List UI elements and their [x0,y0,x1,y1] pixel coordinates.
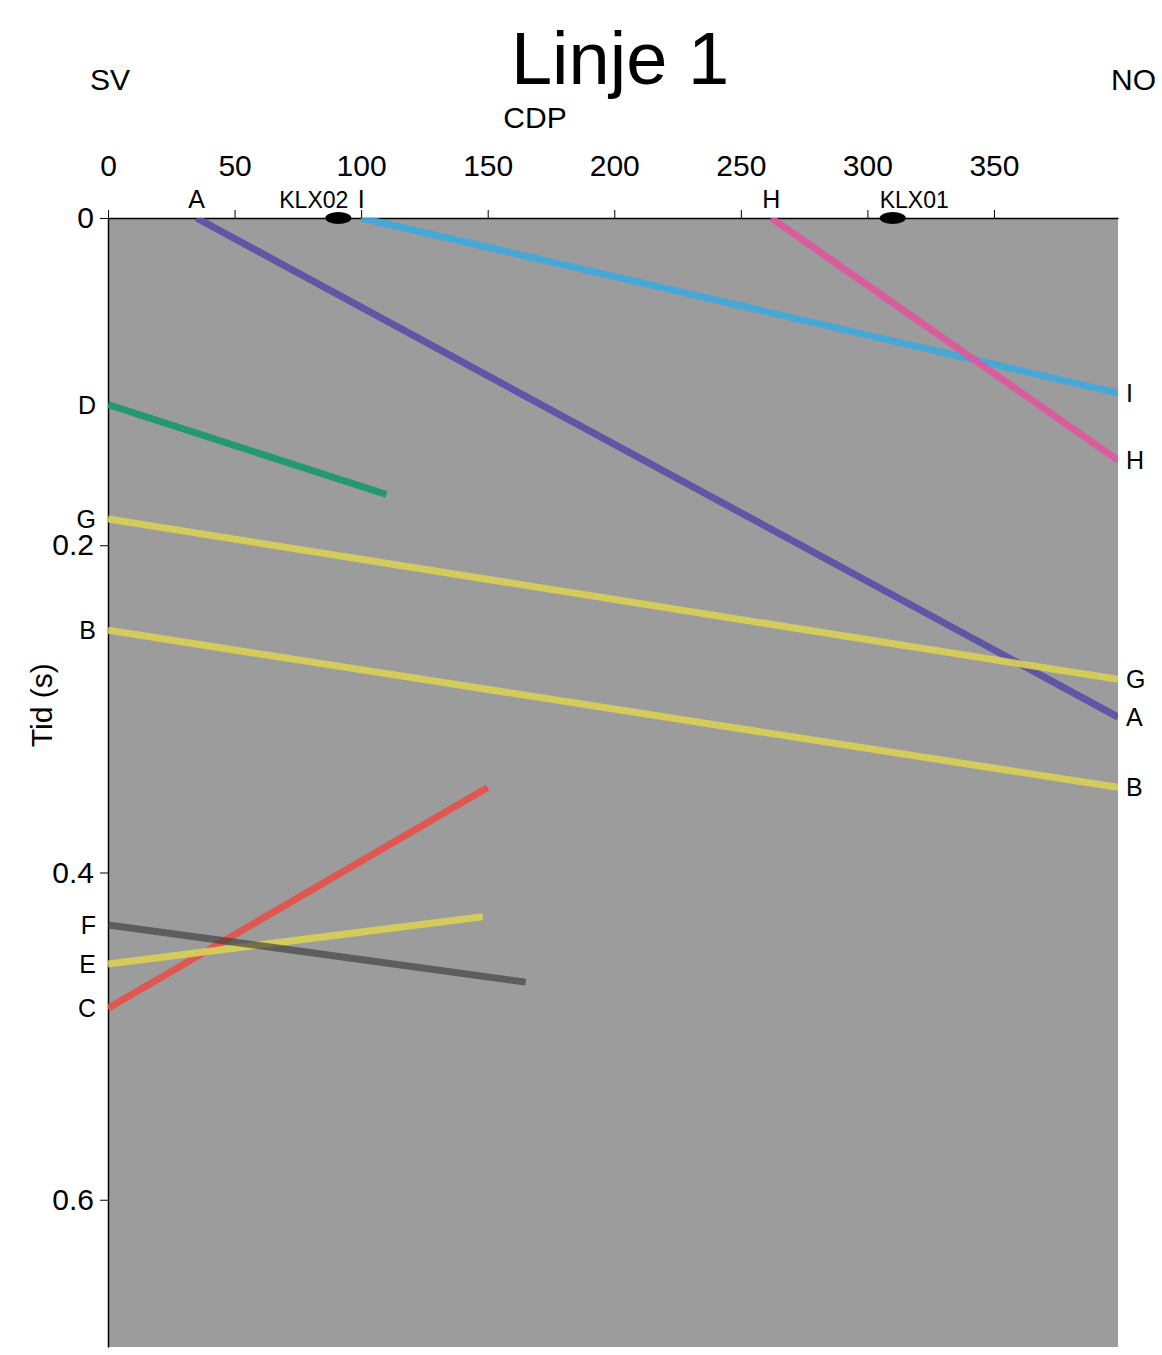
x-tick-label: 300 [843,149,893,182]
reflector-label: B [1126,773,1143,801]
x-tick-label: 350 [969,149,1019,182]
reflectors [108,218,1118,1008]
reflector-label: I [1126,379,1133,407]
reflector-labels: A A I I H H D G G B B CEF [77,185,1146,1022]
reflector-label: E [79,950,96,978]
y-tick-mark [100,872,108,873]
x-tick-mark [741,210,742,218]
direction-label: SV [90,63,130,96]
y-tick: 0.6 [52,1183,108,1216]
y-tick: 0 [77,201,108,234]
y-axis-line [108,219,110,1348]
reflector-line [108,917,483,964]
borehole-marker [325,212,351,224]
x-axis-line [109,218,1119,220]
x-tick-label: 50 [218,149,251,182]
reflector-line [108,630,1118,787]
x-tick-label: 0 [100,149,117,182]
x-tick-mark [488,210,489,218]
y-tick-mark [100,1200,108,1201]
x-tick: 150 [463,149,513,218]
borehole-label: KLX01 [880,187,949,213]
x-tick-mark [867,210,868,218]
reflector-line [771,218,1118,460]
x-tick-label: 150 [463,149,513,182]
y-tick: 0.2 [52,528,108,561]
y-tick-label: 0.2 [52,528,94,561]
borehole-marker [880,212,906,224]
x-tick: 0 [100,149,117,218]
y-axis: 0 0.2 0.4 0.6 [52,201,108,1347]
reflector-label: H [1126,446,1144,474]
borehole-label: KLX02 [279,187,348,213]
title: Linje 1 [511,17,729,100]
x-tick-label: 250 [716,149,766,182]
reflector-label: F [81,911,96,939]
direction-label: NO [1111,63,1156,96]
x-tick: 350 [969,149,1019,218]
reflector-label: A [1126,703,1143,731]
y-tick-label: 0.6 [52,1183,94,1216]
y-tick-mark [100,218,108,219]
chart: Linje 1SVNOCDP05010015020025030035000.20… [0,0,1162,1355]
y-axis-title: Tid (s) [25,663,58,747]
x-axis-title: CDP [503,101,566,134]
reflector-label: B [79,616,96,644]
reflector-line [108,925,526,982]
x-tick-mark [614,210,615,218]
y-tick-mark [100,545,108,546]
reflector-line [108,787,488,1008]
boreholes: KLX02 KLX01 [279,187,948,224]
reflector-line [361,218,1118,393]
reflector-label: G [1126,665,1145,693]
x-tick: 250 [716,149,766,218]
reflector-label: D [78,391,96,419]
x-tick: 50 [218,149,251,218]
y-tick-label: 0.4 [52,856,94,889]
reflector-label: I [358,185,365,213]
reflector-label: A [188,185,205,213]
x-tick-label: 200 [590,149,640,182]
reflector-line [197,218,1118,717]
x-axis: 0 50 100 150 200 250 300 350 [100,149,1118,219]
x-tick-label: 100 [337,149,387,182]
x-tick-mark [108,210,109,218]
reflector-label: H [762,185,780,213]
y-tick: 0.4 [52,856,108,889]
x-tick-mark [235,210,236,218]
plot-background [108,218,1118,1347]
y-tick-label: 0 [77,201,94,234]
reflector-label: G [77,505,96,533]
x-tick-mark [994,210,995,218]
reflector-label: C [78,994,96,1022]
x-tick: 200 [590,149,640,218]
reflector-line [108,405,386,495]
